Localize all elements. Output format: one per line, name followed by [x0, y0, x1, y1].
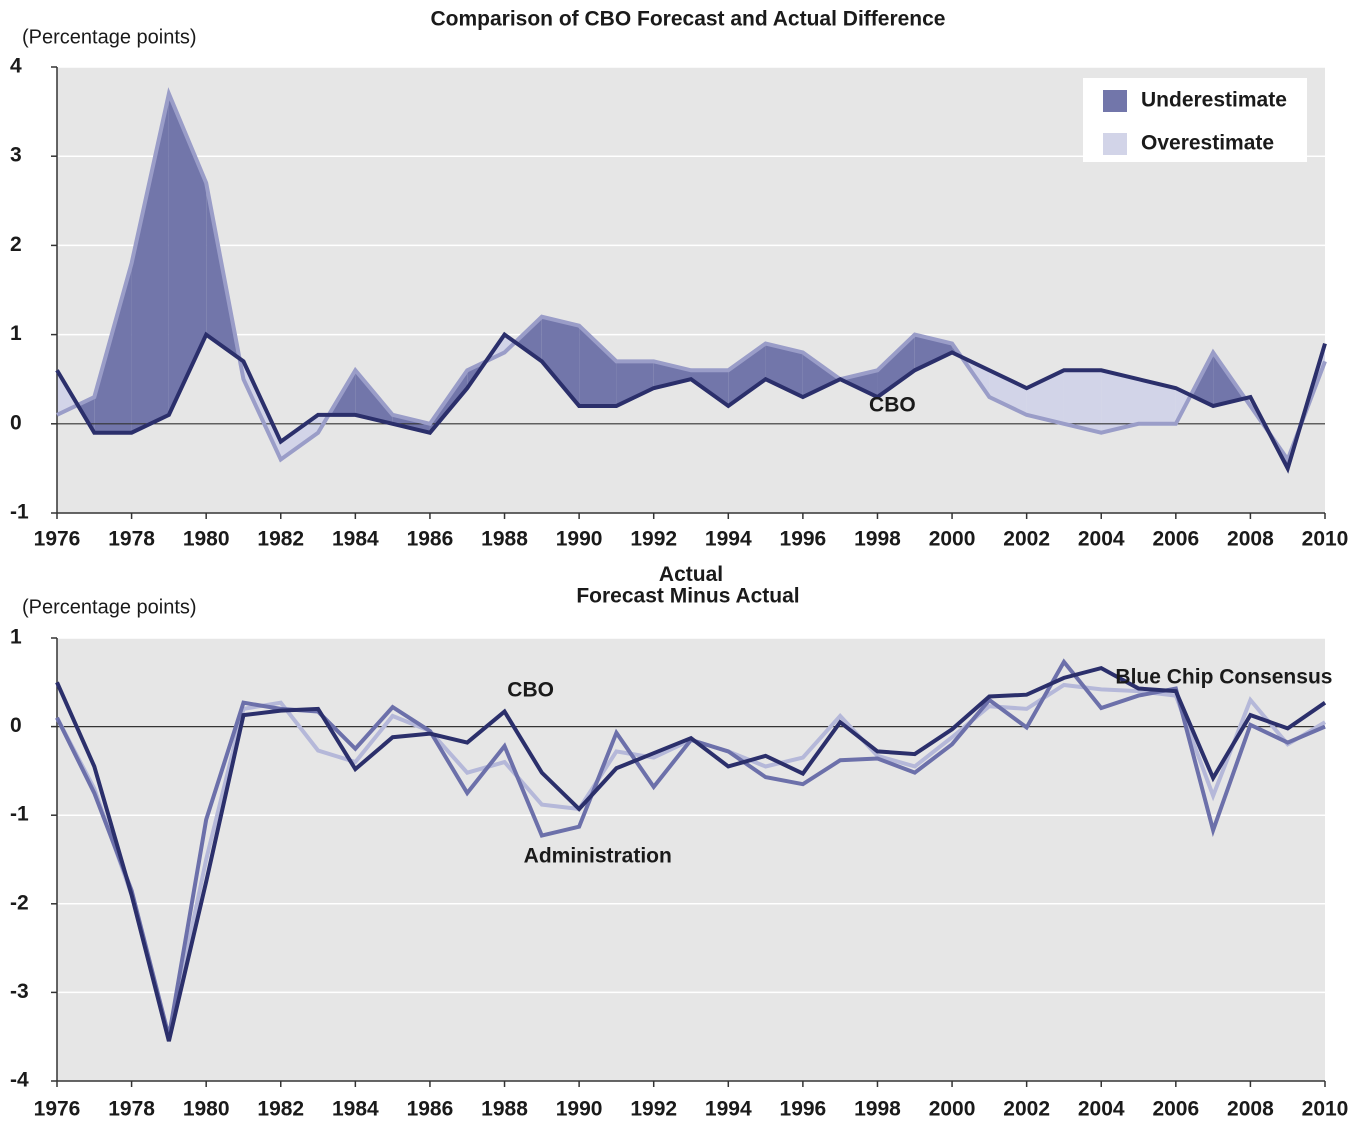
x-tick-label: 1986: [407, 1098, 454, 1121]
x-tick-label: 2004: [1078, 528, 1125, 551]
underestimate-area: [802, 352, 841, 398]
x-tick-label: 1998: [854, 1098, 901, 1121]
series-label: CBO: [869, 394, 916, 417]
y-tick-label: -2: [10, 891, 29, 914]
y-axis-label: (Percentage points): [22, 596, 197, 618]
y-tick-label: 4: [10, 55, 22, 78]
x-tick-label: 1978: [108, 1098, 155, 1121]
x-tick-label: 1992: [630, 1098, 677, 1121]
x-tick-label: 2006: [1152, 528, 1199, 551]
x-tick-label: 1980: [183, 528, 230, 551]
series-line: [55, 665, 1327, 1042]
x-tick-label: 2010: [1302, 528, 1349, 551]
underestimate-area: [131, 93, 169, 433]
x-tick-label: 2002: [1003, 528, 1050, 551]
x-tick-label: 1976: [34, 1098, 81, 1121]
chart-title: Forecast Minus Actual: [576, 585, 799, 608]
x-tick-label: 1988: [481, 528, 528, 551]
y-tick-label: 2: [10, 233, 22, 256]
x-tick-label: 2000: [929, 528, 976, 551]
underestimate-area: [877, 334, 915, 398]
x-tick-label: 1990: [556, 528, 603, 551]
underestimate-area: [728, 343, 766, 406]
x-tick-label: 1996: [780, 528, 827, 551]
x-tick-label: 1994: [705, 1098, 752, 1121]
y-tick-label: 0: [10, 714, 22, 737]
underestimate-area: [541, 316, 580, 406]
x-tick-label: 1998: [854, 528, 901, 551]
series-label: Blue Chip Consensus: [1115, 665, 1332, 688]
x-tick-label: 2006: [1152, 1098, 1199, 1121]
legend-swatch: [1103, 133, 1127, 155]
overestimate-area: [280, 414, 319, 460]
underestimate-area: [579, 325, 617, 406]
y-tick-label: -4: [10, 1069, 29, 1092]
underestimate-area: [765, 343, 803, 398]
y-tick-label: 3: [10, 144, 22, 167]
underestimate-area: [616, 361, 654, 406]
x-tick-label: 1992: [630, 528, 677, 551]
x-tick-label: 2008: [1227, 528, 1274, 551]
y-tick-label: 1: [10, 626, 22, 649]
series-label: CBO: [507, 679, 554, 702]
x-tick-label: 1982: [257, 1098, 304, 1121]
x-tick-label: 2008: [1227, 1098, 1274, 1121]
y-tick-label: -1: [10, 501, 29, 524]
series-label: Administration: [524, 844, 672, 867]
x-tick-label: 2010: [1302, 1098, 1349, 1121]
x-tick-label: 1986: [407, 528, 454, 551]
series-line: [56, 87, 1327, 464]
y-tick-label: -3: [10, 980, 29, 1003]
x-tick-label: 1994: [705, 528, 752, 551]
y-axis-label: (Percentage points): [22, 26, 197, 48]
overestimate-area: [989, 370, 1027, 415]
overestimate-area: [1063, 370, 1102, 433]
x-tick-label: 1984: [332, 1098, 379, 1121]
legend-swatch: [1103, 90, 1127, 112]
underestimate-area: [840, 370, 878, 398]
series-label: Actual: [659, 563, 723, 586]
x-tick-label: 1990: [556, 1098, 603, 1121]
y-tick-label: 0: [10, 411, 22, 434]
x-tick-label: 1980: [183, 1098, 230, 1121]
legend-label: Underestimate: [1141, 89, 1287, 112]
underestimate-area: [515, 316, 542, 362]
overestimate-area: [1101, 370, 1139, 433]
y-tick-label: 1: [10, 322, 22, 345]
x-tick-label: 1996: [780, 1098, 827, 1121]
underestimate-area: [914, 334, 953, 371]
x-tick-label: 2002: [1003, 1098, 1050, 1121]
x-tick-label: 2000: [929, 1098, 976, 1121]
x-tick-label: 1984: [332, 528, 379, 551]
x-tick-label: 2004: [1078, 1098, 1125, 1121]
overestimate-area: [1138, 379, 1176, 424]
x-tick-label: 1982: [257, 528, 304, 551]
chart-title: Comparison of CBO Forecast and Actual Di…: [431, 8, 946, 31]
legend-label: Overestimate: [1141, 132, 1274, 155]
overestimate-area: [1026, 370, 1064, 424]
underestimate-area: [94, 263, 132, 433]
underestimate-area: [168, 93, 207, 415]
y-tick-label: -1: [10, 803, 29, 826]
x-tick-label: 1976: [34, 528, 81, 551]
series-line: [55, 331, 1327, 474]
x-tick-label: 1978: [108, 528, 155, 551]
x-tick-label: 1988: [481, 1098, 528, 1121]
